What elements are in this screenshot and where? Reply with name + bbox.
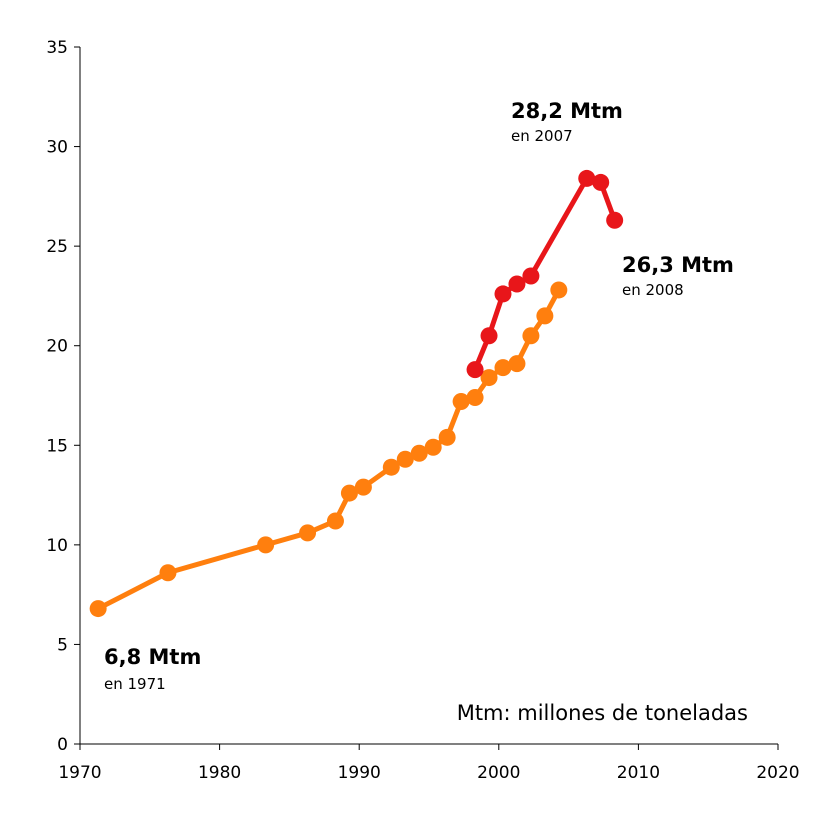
annotation-2008-sub: en 2008 (622, 281, 684, 299)
data-point (466, 361, 484, 379)
y-tick-label: 25 (46, 237, 68, 257)
data-point (522, 327, 540, 345)
annotation-1971: 6,8 Mtm en 1971 (104, 645, 201, 693)
y-ticks: 0 5 10 15 20 25 30 35 (46, 38, 80, 755)
annotation-2007: 28,2 Mtm en 2007 (511, 99, 623, 145)
data-point (508, 275, 526, 293)
data-point (578, 169, 596, 187)
series-line (472, 175, 618, 371)
data-point (382, 458, 400, 476)
x-tick-label: 1970 (58, 763, 101, 783)
data-point (536, 307, 554, 325)
data-point (410, 444, 428, 462)
data-point (424, 438, 442, 456)
x-tick-label: 1980 (198, 763, 241, 783)
annotation-1971-value: 6,8 Mtm (104, 645, 201, 669)
data-point (480, 327, 498, 345)
data-point (299, 524, 317, 542)
x-tick-label: 2000 (477, 763, 520, 783)
units-note: Mtm: millones de toneladas (457, 701, 748, 725)
y-tick-label: 5 (57, 635, 68, 655)
data-point (396, 450, 414, 468)
data-point (606, 211, 624, 229)
data-point (592, 173, 610, 191)
y-tick-label: 35 (46, 38, 68, 58)
data-point (354, 478, 372, 496)
x-ticks: 1970 1980 1990 2000 2010 2020 (58, 744, 800, 783)
data-point (89, 600, 107, 618)
data-point (522, 267, 540, 285)
series-0 (89, 281, 568, 618)
data-point (508, 355, 526, 373)
series-layer (89, 169, 624, 618)
x-tick-label: 2020 (756, 763, 799, 783)
y-tick-label: 15 (46, 436, 68, 456)
data-point (466, 388, 484, 406)
axes (79, 47, 778, 745)
data-point (438, 428, 456, 446)
series-1 (466, 169, 624, 379)
data-point (159, 564, 177, 582)
annotation-2007-sub: en 2007 (511, 127, 573, 145)
data-point (494, 285, 512, 303)
data-point (452, 392, 470, 410)
x-tick-label: 2010 (617, 763, 660, 783)
data-point (480, 369, 498, 387)
data-point (494, 359, 512, 377)
annotation-1971-sub: en 1971 (104, 675, 166, 693)
y-tick-label: 30 (46, 138, 68, 158)
data-point (257, 536, 275, 554)
data-point (340, 484, 358, 502)
annotation-2008-value: 26,3 Mtm (622, 253, 734, 277)
y-tick-label: 20 (46, 337, 68, 357)
data-point (550, 281, 568, 299)
annotation-2008: 26,3 Mtm en 2008 (622, 253, 734, 299)
annotation-2007-value: 28,2 Mtm (511, 99, 623, 123)
data-point (326, 512, 344, 530)
y-tick-label: 0 (57, 735, 68, 755)
x-tick-label: 1990 (338, 763, 381, 783)
y-tick-label: 10 (46, 536, 68, 556)
